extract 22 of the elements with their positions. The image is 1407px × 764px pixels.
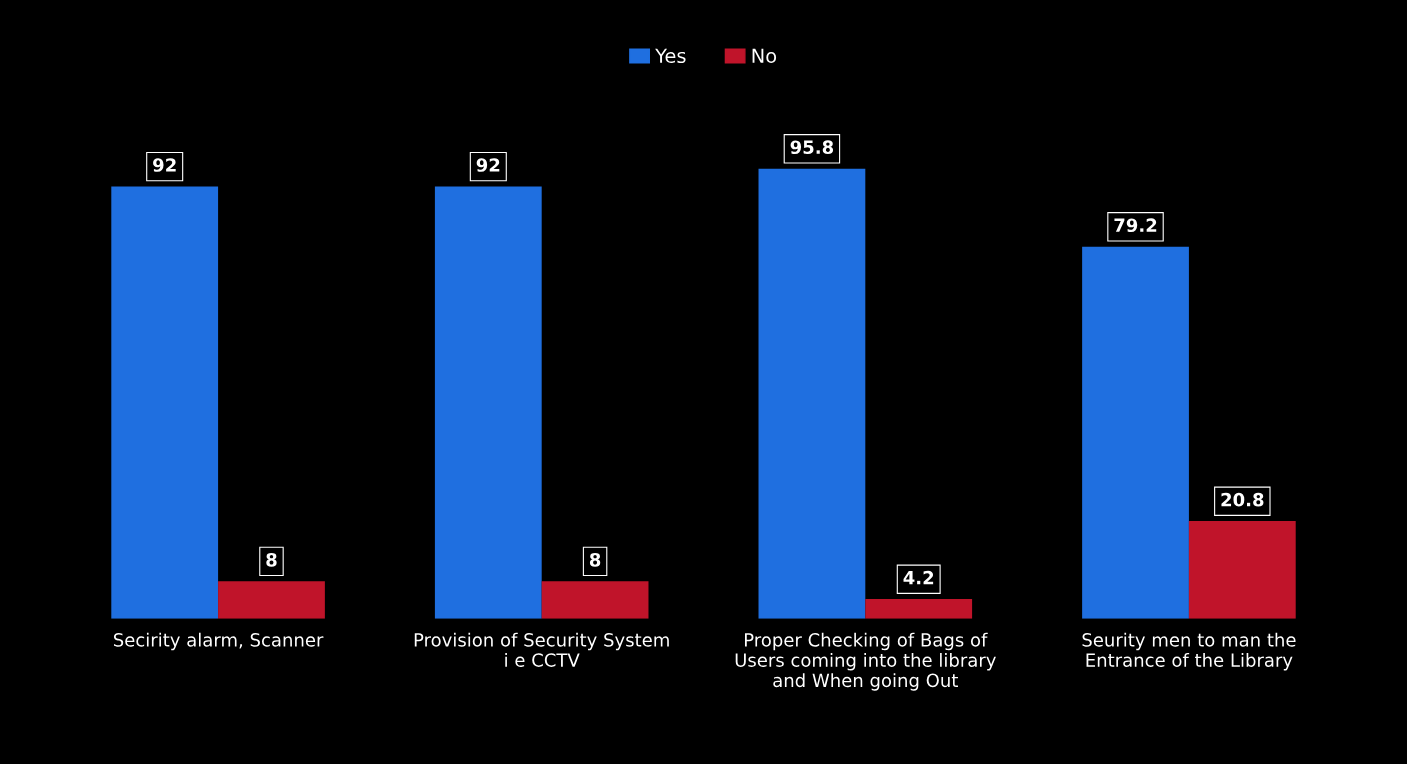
data-label: 79.2 [1114, 218, 1157, 233]
x-tick-label: Secirity alarm, Scanner [113, 632, 324, 651]
bar [434, 186, 542, 619]
data-label: 8 [589, 552, 601, 567]
x-tick-label: Seurity men to man the Entrance of the Library [1082, 632, 1296, 671]
data-label: 20.8 [1221, 492, 1264, 507]
bar [1188, 521, 1296, 619]
bar [111, 186, 219, 619]
data-label: 92 [476, 158, 500, 172]
bar [541, 581, 649, 619]
bar [865, 599, 973, 619]
legend-label: No [752, 48, 777, 64]
data-label: 95.8 [790, 140, 834, 155]
data-label: 92 [153, 158, 176, 172]
x-tick-label: Provision of Security System i e CCTV [414, 632, 669, 667]
data-label: 4.2 [903, 570, 934, 585]
bar [758, 168, 866, 619]
bar [218, 581, 325, 619]
x-tick-label: Proper Checking of Bags of Users coming into the library and When going Out [735, 632, 996, 691]
legend-label: Yes [655, 48, 686, 64]
data-label: 8 [266, 552, 277, 567]
bar [1082, 246, 1189, 619]
